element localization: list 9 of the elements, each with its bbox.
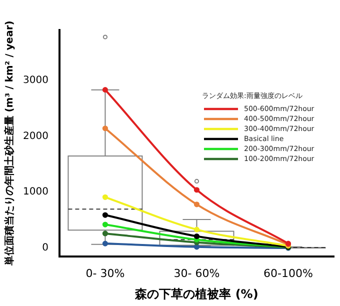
y-axis-title: 単位面積当たりの年間土砂生産量 (m³ / km² / year) xyxy=(4,20,16,267)
y-tick-label: 1000 xyxy=(22,186,48,198)
y-tick-label: 2000 xyxy=(22,130,48,142)
x-tick-label: 0- 30% xyxy=(86,266,125,280)
x-tick-label: 60-100% xyxy=(264,266,313,280)
y-tick-label: 3000 xyxy=(22,74,48,86)
x-axis-title: 森の下草の植被率 (%) xyxy=(134,286,258,301)
x-tick-label: 30- 60% xyxy=(174,266,220,280)
y-tick-label: 0 xyxy=(42,242,48,254)
